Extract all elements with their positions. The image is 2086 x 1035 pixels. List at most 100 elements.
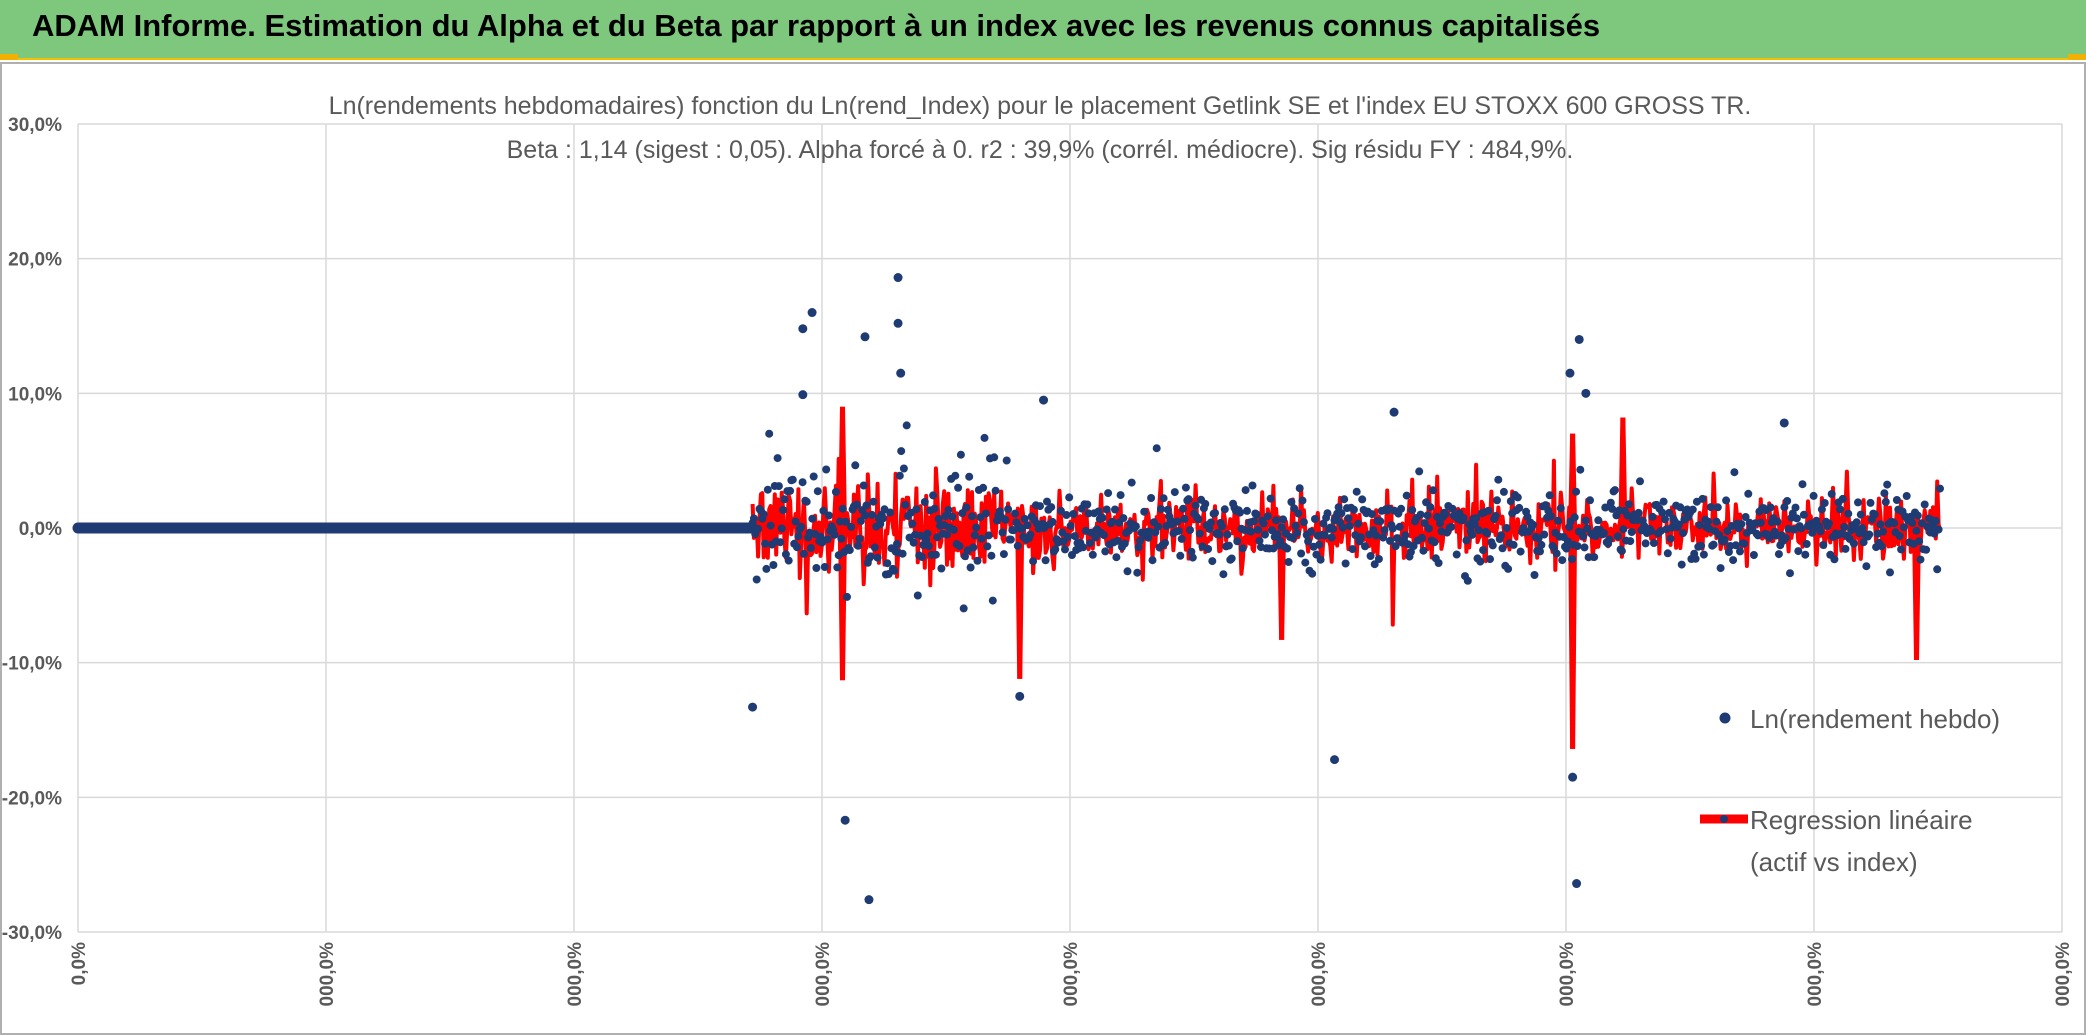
data-point — [920, 498, 929, 506]
data-point — [822, 465, 831, 474]
data-point — [1617, 547, 1626, 556]
data-point — [1123, 567, 1132, 576]
data-point — [1311, 515, 1319, 523]
data-point — [923, 529, 932, 538]
data-point — [855, 534, 864, 543]
data-point — [1824, 519, 1833, 528]
data-point — [1722, 496, 1731, 505]
data-point — [1659, 497, 1668, 506]
data-point — [873, 553, 882, 562]
data-point — [773, 454, 782, 463]
data-point — [1840, 523, 1849, 531]
data-point — [1186, 526, 1194, 535]
legend-label-regression: (actif vs index) — [1750, 847, 1918, 877]
chart-title: Ln(rendements hebdomadaires) fonction du… — [329, 92, 1752, 120]
data-point — [899, 464, 908, 473]
data-point — [1799, 510, 1808, 519]
data-point — [1573, 542, 1582, 550]
data-point — [1817, 505, 1826, 514]
data-point — [1902, 492, 1911, 500]
data-point — [1111, 505, 1119, 514]
regression-spike — [1570, 527, 1578, 749]
data-point — [1674, 520, 1683, 529]
data-point — [1043, 497, 1051, 506]
data-point — [1389, 407, 1399, 417]
data-point — [1047, 503, 1056, 512]
data-point — [1581, 516, 1590, 525]
data-point — [890, 566, 899, 575]
data-point — [1537, 540, 1546, 549]
data-point — [1802, 540, 1811, 548]
data-point — [1401, 531, 1410, 540]
data-point — [1502, 524, 1511, 532]
data-point — [1504, 564, 1513, 573]
data-point — [1798, 480, 1807, 489]
data-point — [1479, 546, 1488, 555]
data-point — [1299, 518, 1308, 527]
data-point — [1134, 543, 1143, 552]
data-point — [1063, 532, 1072, 541]
data-point — [879, 514, 888, 523]
data-point — [843, 592, 851, 601]
y-axis-ticks: 30,0% 20,0% 10,0% 0,0% -10,0% -20,0% -30,0% — [2, 115, 62, 944]
data-point — [1499, 487, 1508, 496]
data-point — [1430, 538, 1439, 547]
data-point — [1354, 519, 1363, 528]
data-point — [918, 553, 926, 561]
data-point — [1568, 772, 1578, 782]
data-point — [1020, 514, 1029, 523]
data-point — [965, 472, 974, 481]
data-point — [1268, 526, 1276, 535]
data-point — [1061, 545, 1069, 554]
corner-marker-right — [2068, 54, 2086, 60]
data-point — [1774, 550, 1783, 559]
data-point — [1712, 517, 1721, 526]
data-point — [924, 542, 933, 550]
data-point — [1691, 554, 1700, 563]
data-point — [1091, 533, 1100, 542]
data-point — [1627, 528, 1636, 536]
data-point — [901, 500, 910, 509]
data-point — [896, 368, 906, 378]
data-point — [1922, 545, 1931, 554]
data-point — [1279, 515, 1288, 524]
data-point — [1338, 523, 1347, 532]
data-point — [1626, 537, 1635, 546]
data-point — [1765, 533, 1774, 542]
data-point — [1636, 477, 1644, 486]
data-point — [944, 506, 953, 514]
data-point — [1395, 522, 1404, 531]
data-point — [1486, 555, 1494, 564]
data-point — [830, 530, 839, 539]
data-point — [1429, 486, 1438, 495]
data-point — [856, 517, 865, 525]
data-point — [1252, 510, 1261, 519]
data-point — [1329, 524, 1338, 533]
data-point — [1779, 418, 1789, 428]
data-point — [1133, 568, 1142, 577]
data-point — [922, 536, 931, 544]
data-point — [1729, 556, 1738, 565]
data-point — [1568, 555, 1576, 564]
data-point — [1201, 499, 1210, 508]
data-point — [1912, 526, 1921, 535]
data-point — [1039, 395, 1049, 405]
data-point — [1841, 544, 1850, 553]
data-point — [1344, 514, 1353, 523]
data-point — [1323, 509, 1332, 518]
data-point — [1908, 518, 1917, 527]
data-point — [1379, 533, 1388, 542]
data-point — [1386, 536, 1394, 545]
data-point — [1920, 500, 1929, 509]
data-point — [1634, 508, 1643, 517]
report-title: ADAM Informe. Estimation du Alpha et du … — [32, 8, 1601, 43]
data-point — [1194, 515, 1203, 524]
data-point — [1491, 512, 1500, 520]
data-point — [1101, 547, 1110, 556]
data-point — [1883, 480, 1892, 489]
data-point — [1277, 523, 1286, 532]
data-point — [1706, 503, 1715, 512]
data-point — [1536, 547, 1544, 556]
data-point — [955, 542, 964, 551]
